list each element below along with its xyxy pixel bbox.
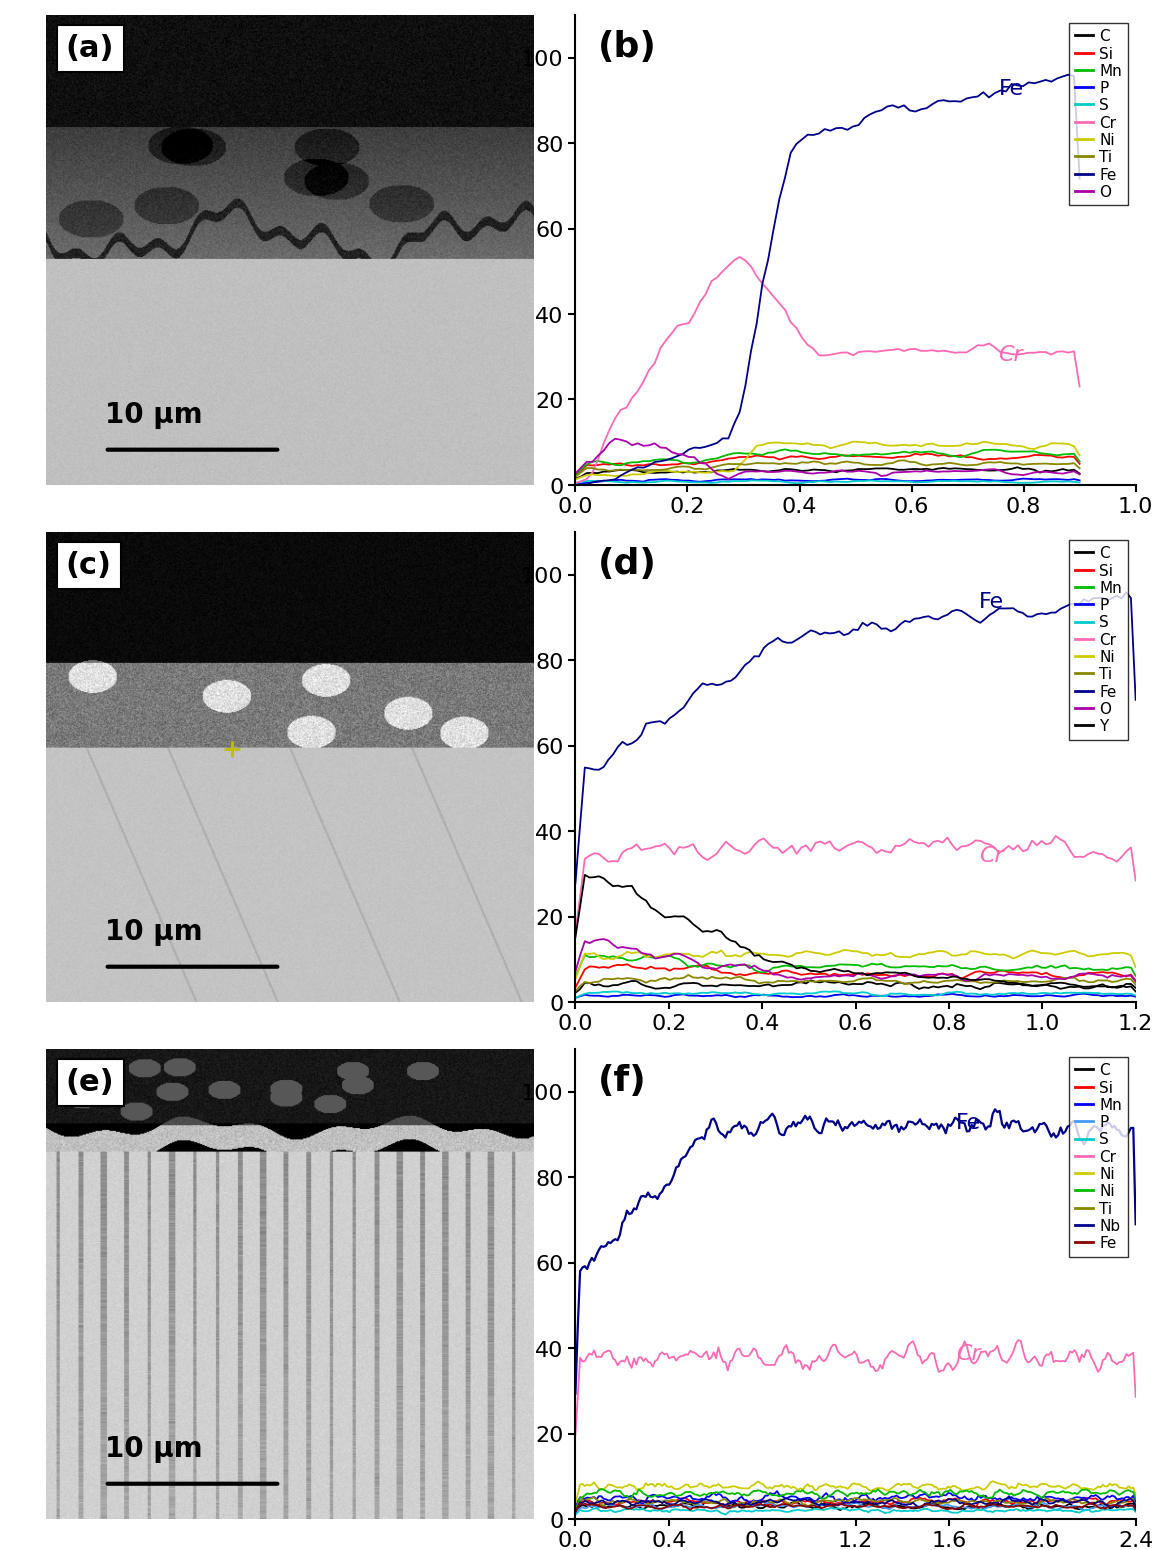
Legend: C, Si, Mn, P, S, Cr, Ni, Ti, Fe, O, Y: C, Si, Mn, P, S, Cr, Ni, Ti, Fe, O, Y [1068,539,1127,739]
Text: 10 μm: 10 μm [104,401,203,429]
Text: (c): (c) [66,552,112,580]
Text: Cr: Cr [979,845,1003,865]
Text: (e): (e) [66,1068,115,1097]
Text: Fe: Fe [998,79,1023,99]
Text: 10 μm: 10 μm [104,1435,203,1463]
Text: (a): (a) [66,34,115,64]
Text: 10 μm: 10 μm [104,918,203,945]
Text: (f): (f) [598,1063,646,1097]
Text: Cr: Cr [998,344,1023,364]
Text: (b): (b) [598,29,657,64]
Text: Cr: Cr [955,1344,981,1364]
Text: Fe: Fe [979,592,1003,612]
Legend: C, Si, Mn, P, S, Cr, Ni, Ti, Fe, O: C, Si, Mn, P, S, Cr, Ni, Ti, Fe, O [1068,23,1127,206]
Text: (d): (d) [598,547,657,580]
Legend: C, Si, Mn, P, S, Cr, Ni, Ni, Ti, Nb, Fe: C, Si, Mn, P, S, Cr, Ni, Ni, Ti, Nb, Fe [1068,1057,1127,1257]
Text: Fe: Fe [955,1113,981,1133]
